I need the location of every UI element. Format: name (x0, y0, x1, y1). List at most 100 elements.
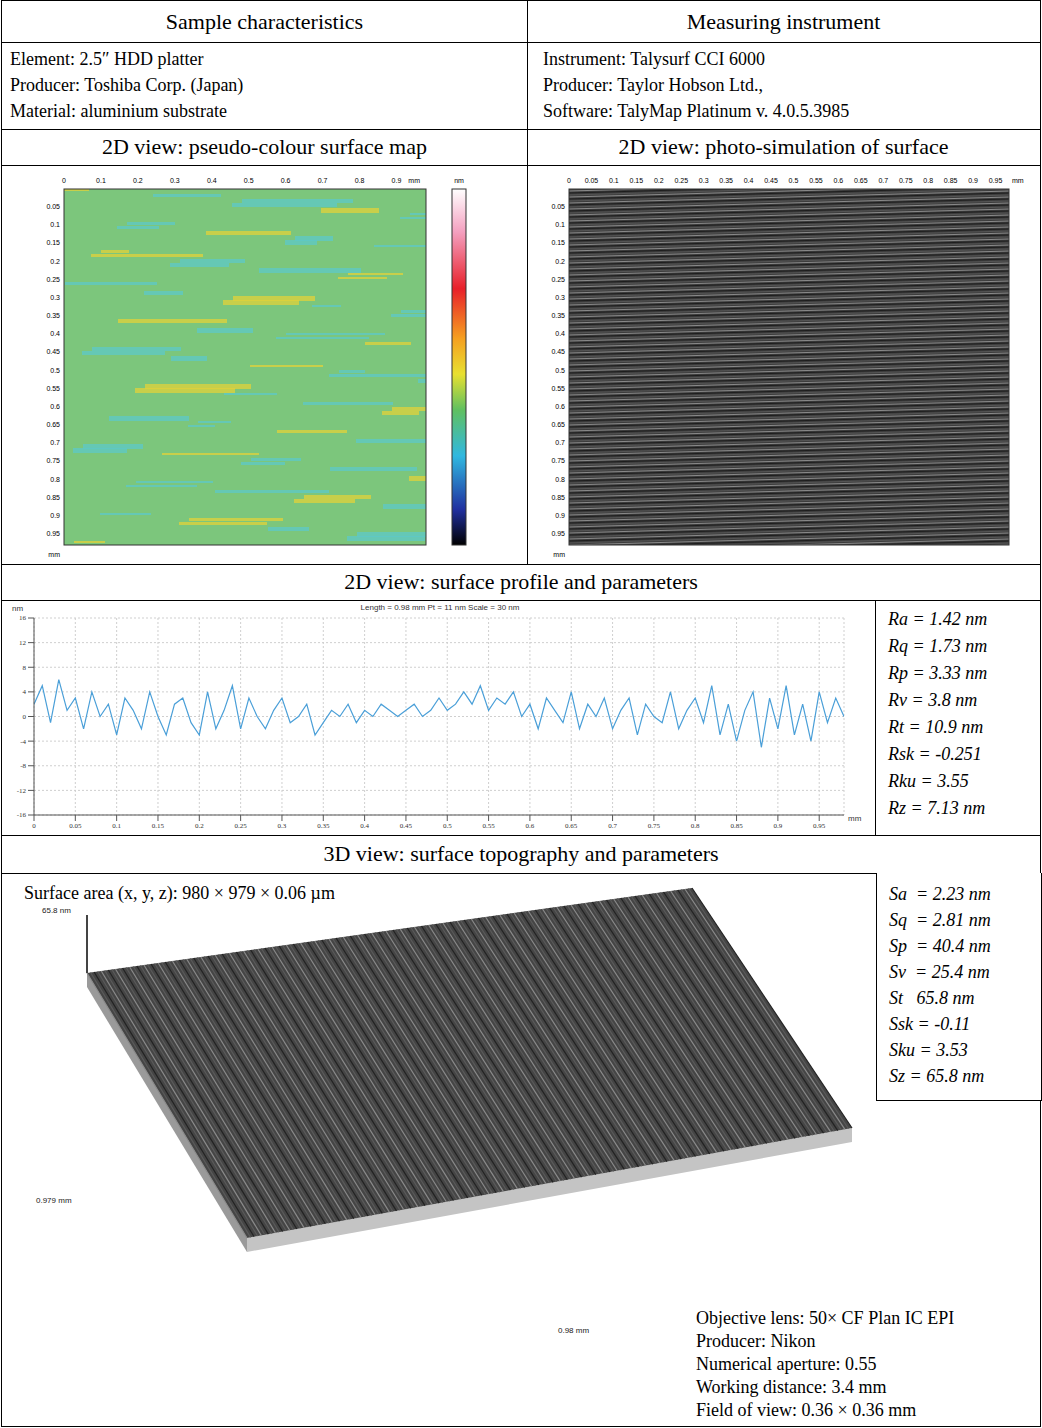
svg-text:0.95: 0.95 (813, 822, 826, 830)
svg-text:0.6: 0.6 (555, 403, 565, 410)
svg-text:-16: -16 (17, 811, 27, 819)
svg-text:0.7: 0.7 (555, 439, 565, 446)
svg-text:nm: nm (454, 177, 464, 184)
svg-text:0.55: 0.55 (809, 177, 823, 184)
svg-text:0.1: 0.1 (112, 822, 121, 830)
svg-text:0.75: 0.75 (46, 457, 60, 464)
svg-text:0.3: 0.3 (50, 294, 60, 301)
svg-text:0.8: 0.8 (50, 476, 60, 483)
svg-text:0.75: 0.75 (551, 457, 565, 464)
svg-text:0.25: 0.25 (46, 276, 60, 283)
svg-text:0: 0 (62, 177, 66, 184)
svg-text:8: 8 (23, 664, 27, 672)
svg-text:0.35: 0.35 (317, 822, 330, 830)
svg-text:mm: mm (553, 551, 565, 558)
svg-text:mm: mm (1012, 177, 1024, 184)
svg-text:0.9: 0.9 (555, 512, 565, 519)
svg-text:0.1: 0.1 (96, 177, 106, 184)
svg-text:0.1: 0.1 (50, 221, 60, 228)
svg-text:0.95: 0.95 (551, 530, 565, 537)
svg-text:0.4: 0.4 (555, 330, 565, 337)
svg-text:0.4: 0.4 (744, 177, 754, 184)
svg-text:0.6: 0.6 (281, 177, 291, 184)
svg-text:0.8: 0.8 (555, 476, 565, 483)
svg-text:0.75: 0.75 (899, 177, 913, 184)
svg-text:0.35: 0.35 (719, 177, 733, 184)
svg-text:0.4: 0.4 (360, 822, 369, 830)
svg-text:0.5: 0.5 (244, 177, 254, 184)
svg-text:0.35: 0.35 (551, 312, 565, 319)
svg-text:0.1: 0.1 (555, 221, 565, 228)
svg-text:0.85: 0.85 (944, 177, 958, 184)
svg-text:0.9: 0.9 (392, 177, 402, 184)
svg-text:0.98 mm: 0.98 mm (558, 1326, 589, 1335)
svg-text:0.7: 0.7 (318, 177, 328, 184)
svg-text:0.25: 0.25 (551, 276, 565, 283)
svg-text:0.15: 0.15 (46, 239, 60, 246)
svg-text:0.5: 0.5 (555, 367, 565, 374)
svg-text:12: 12 (19, 639, 27, 647)
svg-text:0.65: 0.65 (46, 421, 60, 428)
svg-text:0.45: 0.45 (46, 348, 60, 355)
svg-text:0.3: 0.3 (699, 177, 709, 184)
svg-text:0.45: 0.45 (400, 822, 413, 830)
svg-text:0.979 mm: 0.979 mm (36, 1196, 72, 1205)
svg-text:mm: mm (408, 177, 420, 184)
svg-text:0.6: 0.6 (834, 177, 844, 184)
svg-text:0.25: 0.25 (235, 822, 248, 830)
svg-text:0.2: 0.2 (133, 177, 143, 184)
svg-text:0.05: 0.05 (46, 203, 60, 210)
svg-text:0.9: 0.9 (774, 822, 783, 830)
svg-text:4: 4 (23, 688, 27, 696)
svg-text:-8: -8 (20, 762, 26, 770)
svg-text:0.8: 0.8 (923, 177, 933, 184)
svg-text:0.3: 0.3 (555, 294, 565, 301)
svg-text:mm: mm (48, 551, 60, 558)
svg-text:0.85: 0.85 (46, 494, 60, 501)
svg-text:0.55: 0.55 (551, 385, 565, 392)
svg-text:0.25: 0.25 (674, 177, 688, 184)
svg-text:0.95: 0.95 (46, 530, 60, 537)
svg-text:0.75: 0.75 (648, 822, 661, 830)
svg-text:0.7: 0.7 (878, 177, 888, 184)
svg-text:0.8: 0.8 (691, 822, 700, 830)
svg-text:0: 0 (32, 822, 36, 830)
svg-text:65.8 nm: 65.8 nm (42, 906, 71, 915)
svg-text:-12: -12 (17, 787, 27, 795)
svg-text:0.45: 0.45 (551, 348, 565, 355)
svg-text:0.85: 0.85 (730, 822, 743, 830)
svg-text:0.4: 0.4 (207, 177, 217, 184)
svg-text:0.3: 0.3 (170, 177, 180, 184)
svg-text:0.9: 0.9 (50, 512, 60, 519)
svg-text:0.65: 0.65 (565, 822, 578, 830)
svg-text:0.6: 0.6 (526, 822, 535, 830)
svg-text:0.55: 0.55 (46, 385, 60, 392)
svg-text:0.1: 0.1 (609, 177, 619, 184)
svg-text:0.55: 0.55 (482, 822, 495, 830)
svg-text:0.3: 0.3 (278, 822, 287, 830)
svg-text:0.15: 0.15 (551, 239, 565, 246)
svg-text:0.2: 0.2 (555, 258, 565, 265)
svg-text:0.2: 0.2 (50, 258, 60, 265)
svg-text:0.35: 0.35 (46, 312, 60, 319)
svg-text:0.8: 0.8 (355, 177, 365, 184)
svg-text:0.65: 0.65 (551, 421, 565, 428)
svg-text:0.9: 0.9 (968, 177, 978, 184)
svg-text:-4: -4 (20, 738, 26, 746)
svg-text:0.2: 0.2 (654, 177, 664, 184)
svg-text:0.65: 0.65 (854, 177, 868, 184)
svg-text:0.15: 0.15 (630, 177, 644, 184)
svg-text:0.45: 0.45 (764, 177, 778, 184)
svg-text:0.05: 0.05 (69, 822, 82, 830)
svg-text:0.4: 0.4 (50, 330, 60, 337)
svg-text:0.85: 0.85 (551, 494, 565, 501)
svg-text:0.05: 0.05 (551, 203, 565, 210)
svg-text:0.7: 0.7 (608, 822, 617, 830)
svg-text:16: 16 (19, 614, 27, 622)
svg-text:0.5: 0.5 (443, 822, 452, 830)
svg-text:0.05: 0.05 (585, 177, 599, 184)
svg-text:0.5: 0.5 (789, 177, 799, 184)
svg-text:0.15: 0.15 (152, 822, 165, 830)
svg-text:0: 0 (23, 713, 27, 721)
svg-text:0: 0 (567, 177, 571, 184)
